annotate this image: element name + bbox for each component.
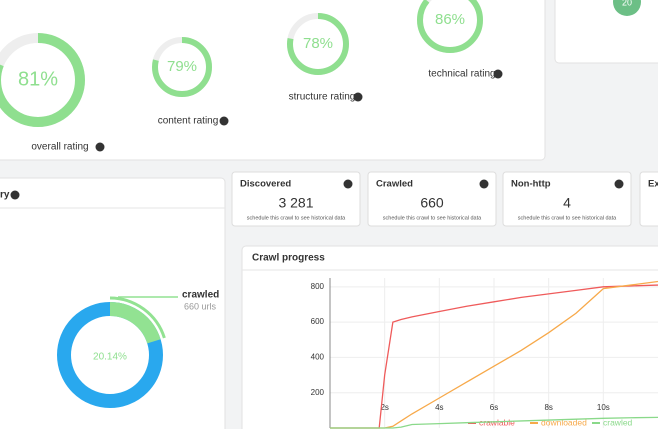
card-note: schedule this crawl to see historical da… xyxy=(383,215,482,221)
card-title: Discovered xyxy=(240,179,291,190)
help-icon xyxy=(10,190,20,200)
donut-sublabel: 660 urls xyxy=(184,301,217,311)
donut-center: 20.14% xyxy=(93,352,127,363)
chart-title: Crawl progress xyxy=(252,253,325,264)
legend-label: downloaded xyxy=(541,417,587,427)
donut-label: crawled xyxy=(182,290,219,301)
ring-value xyxy=(152,37,212,97)
badge-text: 20 xyxy=(622,0,632,7)
x-tick-label: 8s xyxy=(544,403,552,412)
y-tick-label: 200 xyxy=(311,388,325,397)
card-value: 660 xyxy=(420,195,444,211)
card xyxy=(639,171,658,227)
card-title: Non-http xyxy=(511,179,551,190)
help-icon xyxy=(95,142,105,152)
card xyxy=(231,171,361,227)
badge-panel xyxy=(554,0,658,64)
help-icon xyxy=(479,179,489,189)
rating-label: structure rating xyxy=(289,92,356,103)
x-tick-label: 4s xyxy=(435,403,443,412)
series-line xyxy=(330,416,658,429)
summary-title: ry xyxy=(0,190,10,201)
donut-highlight xyxy=(51,296,169,414)
rating-label: technical rating xyxy=(428,69,495,80)
donut-slice xyxy=(57,302,163,408)
x-tick-label: 6s xyxy=(490,403,498,412)
x-tick-label: 10s xyxy=(597,403,610,412)
series-line xyxy=(330,284,658,429)
x-tick-label: 2s xyxy=(380,403,388,412)
ratings-panel xyxy=(0,0,546,161)
ring-value xyxy=(287,13,349,75)
rating-value: 86% xyxy=(435,11,465,28)
rating-label: content rating xyxy=(158,116,219,127)
card xyxy=(502,171,632,227)
help-icon xyxy=(493,69,503,79)
help-icon xyxy=(614,179,624,189)
help-icon xyxy=(343,179,353,189)
card-note: schedule this crawl to see historical da… xyxy=(518,215,617,221)
y-tick-label: 800 xyxy=(311,282,325,291)
badge xyxy=(613,0,641,16)
rating-value: 78% xyxy=(303,35,333,52)
crawl-panel xyxy=(241,245,658,429)
ring-value xyxy=(417,0,483,53)
y-tick-label: 400 xyxy=(311,353,325,362)
legend-label: crawled xyxy=(603,417,633,427)
help-icon xyxy=(353,92,363,102)
card-title: Crawled xyxy=(376,179,413,190)
card-value: 4 xyxy=(563,195,571,211)
y-tick-label: 600 xyxy=(311,317,325,326)
card-title: Ext xyxy=(648,179,658,190)
rating-label: overall rating xyxy=(31,142,88,153)
ring-value xyxy=(0,33,85,127)
card-note: schedule this crawl to see historical da… xyxy=(247,215,346,221)
help-icon xyxy=(219,116,229,126)
card-value: 3 281 xyxy=(278,195,313,211)
rating-value: 79% xyxy=(167,58,197,75)
rating-value: 81% xyxy=(18,68,58,90)
card xyxy=(367,171,497,227)
